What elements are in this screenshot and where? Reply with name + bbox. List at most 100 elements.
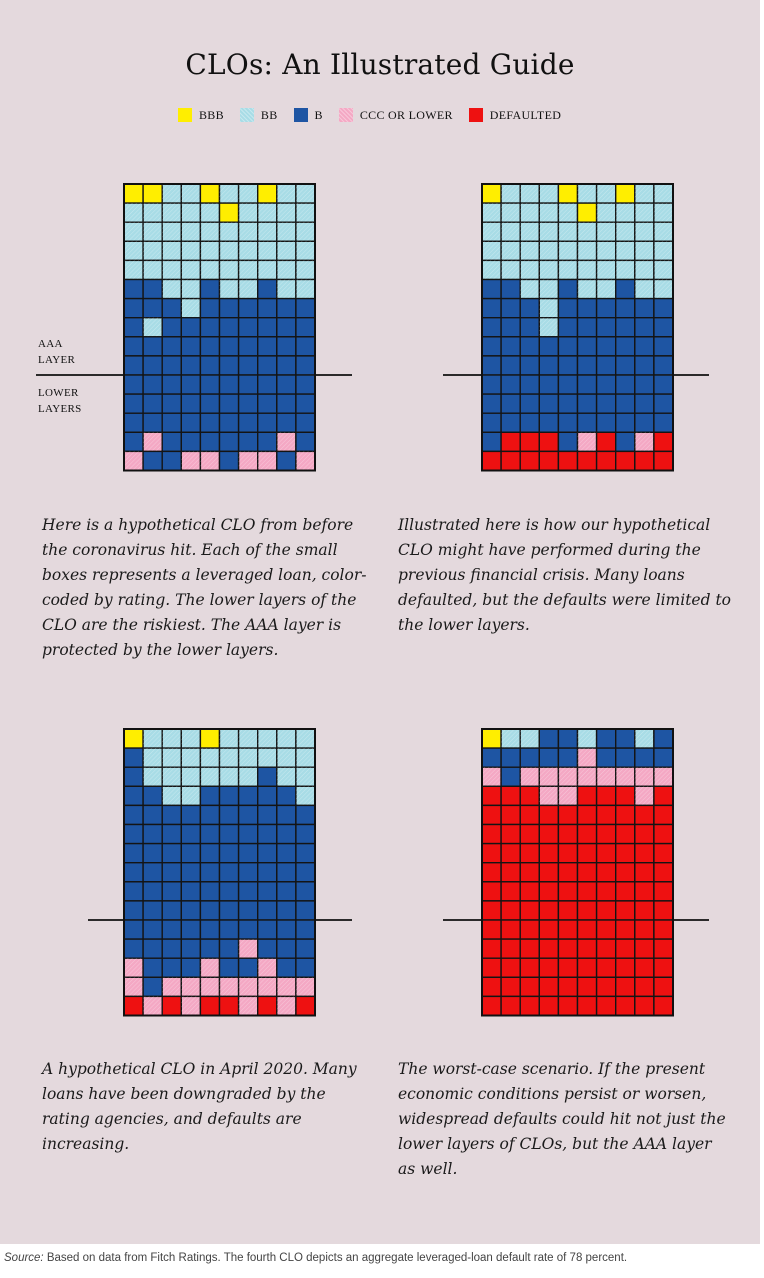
loan-cell-texture — [276, 241, 296, 261]
loan-cell — [634, 450, 655, 472]
loan-cell — [481, 842, 502, 864]
loan-cell — [634, 881, 655, 902]
loan-cell — [237, 881, 259, 902]
loan-cell — [481, 431, 502, 453]
loan-cell — [276, 374, 297, 395]
waffle-grids — [36, 183, 709, 1017]
loan-cell — [653, 995, 674, 1017]
loan-cell — [481, 862, 502, 883]
loan-cell — [218, 957, 240, 979]
loan-cell-texture — [615, 260, 635, 280]
legend-item-ccc: CCC OR LOWER — [338, 108, 453, 123]
loan-cell — [595, 995, 617, 1017]
loan-cell-texture — [162, 203, 182, 223]
loan-cell — [237, 957, 259, 979]
loan-cell-texture — [295, 222, 315, 242]
waffle-grid-1 — [36, 183, 352, 472]
loan-cell — [123, 995, 144, 1017]
loan-cell — [595, 412, 617, 434]
loan-cell — [218, 374, 240, 395]
loan-cell — [218, 336, 240, 357]
loan-cell — [276, 881, 297, 902]
loan-cell-texture — [238, 748, 258, 768]
loan-cell-texture — [482, 222, 502, 242]
loan-cell — [538, 450, 560, 472]
waffle-grid-4 — [443, 728, 709, 1017]
loan-cell — [257, 374, 278, 395]
loan-cell — [199, 804, 221, 826]
loan-cell — [653, 355, 674, 376]
loan-cell-texture — [219, 748, 239, 768]
loan-cell — [257, 278, 278, 300]
loan-cell-texture — [238, 241, 258, 261]
loan-cell-texture — [482, 203, 502, 223]
loan-cell — [218, 881, 240, 902]
loan-cell-texture — [257, 222, 277, 242]
loan-cell — [500, 976, 521, 998]
loan-cell-texture — [238, 260, 258, 280]
loan-cell — [276, 336, 297, 357]
loan-cell — [576, 957, 598, 979]
loan-cell-texture — [181, 451, 201, 471]
loan-cell — [538, 336, 560, 357]
loan-cell — [481, 355, 502, 376]
loan-cell-texture — [162, 748, 182, 768]
loan-cell-texture — [577, 184, 597, 204]
loan-cell-texture — [181, 729, 201, 749]
loan-cell — [557, 976, 579, 998]
loan-cell-texture — [276, 729, 296, 749]
loan-cell-texture — [539, 786, 559, 806]
loan-cell — [295, 374, 316, 395]
loan-cell — [500, 355, 521, 376]
loan-cell — [557, 804, 579, 826]
loan-cell-texture — [124, 958, 144, 978]
loan-cell — [576, 862, 598, 883]
loan-cell-texture — [219, 977, 239, 997]
loan-cell-texture — [558, 241, 578, 261]
loan-cell — [295, 938, 316, 959]
loan-cell — [237, 862, 259, 883]
loan-cell-texture — [276, 767, 296, 787]
loan-cell — [257, 183, 278, 204]
loan-cell-texture — [520, 203, 540, 223]
loan-cell — [538, 900, 560, 921]
loan-cell — [142, 900, 163, 921]
loan-cell-texture — [124, 241, 144, 261]
loan-cell — [218, 202, 240, 223]
loan-cell — [500, 823, 521, 845]
loan-cell — [595, 355, 617, 376]
loan-cell-texture — [520, 260, 540, 280]
loan-cell — [538, 747, 560, 768]
loan-cell-texture — [520, 222, 540, 242]
loan-cell-texture — [257, 977, 277, 997]
loan-cell — [538, 842, 560, 864]
loan-cell — [481, 336, 502, 357]
loan-cell-texture — [276, 977, 296, 997]
loan-cell — [519, 823, 541, 845]
loan-cell — [634, 919, 655, 940]
loan-cell-texture — [539, 222, 559, 242]
loan-cell — [500, 938, 521, 959]
loan-cell — [576, 823, 598, 845]
loan-cell-texture — [200, 767, 220, 787]
loan-cell — [595, 900, 617, 921]
loan-cell — [218, 297, 240, 319]
loan-cell — [180, 938, 202, 959]
loan-cell — [295, 393, 316, 414]
loan-cell-texture — [276, 432, 296, 452]
loan-cell — [257, 412, 278, 434]
loan-cell-texture — [596, 203, 616, 223]
loan-cell-texture — [257, 958, 277, 978]
loan-cell — [634, 862, 655, 883]
loan-cell — [519, 862, 541, 883]
loan-cell — [180, 823, 202, 845]
loan-cell-texture — [634, 729, 654, 749]
loan-cell — [295, 919, 316, 940]
loan-cell — [519, 317, 541, 338]
loan-cell — [557, 336, 579, 357]
loan-cell — [519, 297, 541, 319]
loan-cell — [653, 919, 674, 940]
loan-cell-texture — [577, 260, 597, 280]
loan-cell — [161, 393, 182, 414]
loan-cell — [237, 374, 259, 395]
